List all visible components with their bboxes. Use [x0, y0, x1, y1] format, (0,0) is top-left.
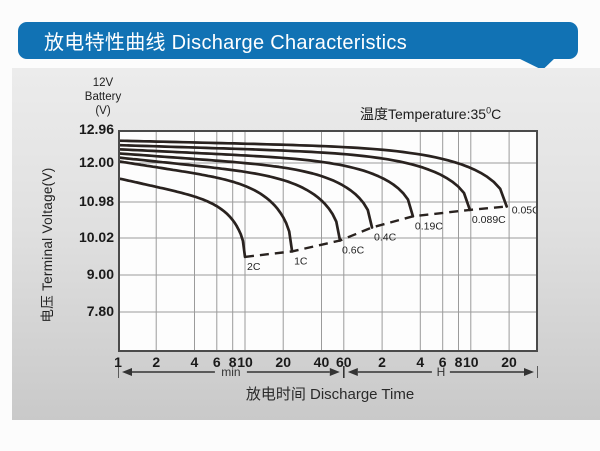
curve-label-0.4C: 0.4C	[374, 232, 397, 244]
x-tick-600min: 10	[463, 354, 479, 370]
page-title: 放电特性曲线 Discharge Characteristics	[44, 32, 408, 54]
y-tick-9.00: 9.00	[86, 266, 114, 282]
curve-0.05C	[118, 139, 509, 208]
y-tick-12.00: 12.00	[78, 154, 114, 170]
x-tick-40min: 40	[313, 354, 330, 370]
battery-unit-line3: (V)	[95, 105, 111, 117]
y-tick-10.98: 10.98	[78, 193, 114, 209]
curve-label-2C: 2C	[247, 261, 261, 273]
x-tick-480min: 8	[454, 354, 463, 370]
x-tick-120min: 2	[378, 354, 386, 370]
plot-border	[118, 130, 538, 352]
x-tick-20min: 20	[275, 354, 292, 370]
battery-unit-line1: 12V	[92, 77, 114, 89]
x-tick-6min: 6	[212, 354, 221, 370]
y-tick-12.96: 12.96	[78, 121, 114, 137]
curve-2C	[118, 176, 247, 259]
battery-unit-label: 12V Battery (V)	[70, 76, 136, 118]
temperature-text: 温度Temperature:35	[360, 106, 487, 122]
temperature-degree-sup: 0	[486, 105, 492, 116]
header-bubble: 放电特性曲线 Discharge Characteristics	[18, 22, 578, 59]
x-axis-title: 放电时间 Discharge Time	[245, 386, 415, 403]
curve-label-0.05C: 0.05C	[512, 205, 538, 217]
arrowhead-right-icon	[329, 368, 340, 376]
curve-label-0.19C: 0.19C	[415, 220, 443, 232]
arrowhead-left-icon	[122, 368, 132, 376]
y-axis-title: 电压 Terminal Voltage(V)	[40, 167, 55, 323]
x-tick-2min: 2	[152, 354, 161, 370]
range-unit-label-H: H	[437, 365, 446, 379]
x-tick-10min: 10	[237, 354, 253, 370]
curve-label-1C: 1C	[294, 255, 308, 267]
x-tick-60min: 60	[336, 354, 352, 370]
unit-range-arrows: min H	[118, 365, 538, 379]
x-tick-1200min: 20	[501, 354, 517, 370]
curve-1C	[118, 159, 294, 253]
y-tick-7.80: 7.80	[86, 303, 114, 319]
curve-0.4C	[118, 152, 374, 229]
temperature-unit: C	[491, 106, 502, 122]
curve-0.19C	[118, 147, 415, 218]
curve-label-0.089C: 0.089C	[472, 214, 506, 226]
range-unit-label-min: min	[221, 365, 240, 379]
x-tick-360min: 6	[438, 354, 447, 370]
x-tick-240min: 4	[416, 354, 425, 370]
temperature-label: 温度Temperature:350C	[360, 104, 501, 124]
y-tick-10.02: 10.02	[78, 229, 114, 245]
x-tick-4min: 4	[190, 354, 199, 370]
cutoff-dashed-line	[244, 205, 507, 259]
x-tick-8min: 8	[228, 354, 237, 370]
battery-unit-line2: Battery	[84, 91, 122, 103]
arrowhead-left-icon	[347, 368, 358, 376]
arrowhead-right-icon	[524, 368, 534, 376]
plot-area: 2C 1C 0.6C 0.4C 0.19C 0.089C 0.05C	[118, 130, 538, 352]
curve-0.089C	[118, 143, 472, 212]
curve-0.6C	[118, 156, 342, 242]
x-tick-1min: 1	[114, 354, 122, 370]
curve-label-0.6C: 0.6C	[342, 245, 365, 257]
